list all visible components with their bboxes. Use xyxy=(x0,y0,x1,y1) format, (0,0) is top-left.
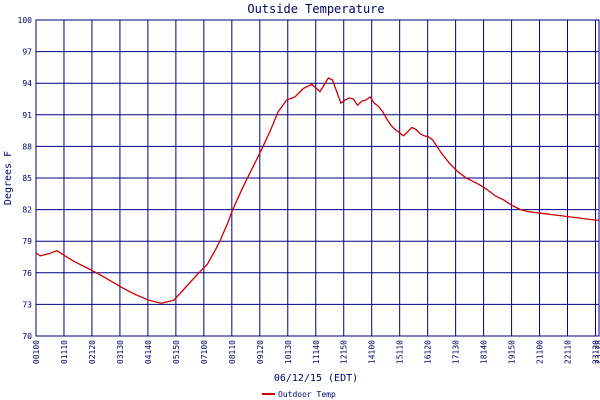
y-tick-label: 70 xyxy=(22,332,32,341)
y-tick-label: 100 xyxy=(18,16,33,25)
x-tick-label: 17130 xyxy=(452,340,461,364)
x-tick-label: 10130 xyxy=(284,340,293,364)
x-tick-label: 23:28 xyxy=(594,340,600,364)
chart-title: Outside Temperature xyxy=(247,2,384,16)
x-tick-label: 19150 xyxy=(508,340,517,364)
x-axis-label: 06/12/15 (EDT) xyxy=(274,373,358,384)
y-tick-label: 97 xyxy=(22,48,32,57)
x-tick-label: 21100 xyxy=(536,340,545,364)
plot-border xyxy=(35,19,600,337)
legend: Outdoor Temp xyxy=(262,390,336,399)
y-tick-label: 91 xyxy=(22,111,32,120)
x-tick-label: 11140 xyxy=(312,340,321,364)
x-tick-label: 05150 xyxy=(172,340,181,364)
x-tick-label: 03130 xyxy=(116,340,125,364)
x-tick-label: 12150 xyxy=(340,340,349,364)
x-tick-label: 07100 xyxy=(200,340,209,364)
y-tick-label: 88 xyxy=(22,142,32,151)
series-layer xyxy=(35,77,599,304)
legend-label: Outdoor Temp xyxy=(278,390,336,399)
y-tick-label: 79 xyxy=(22,237,32,246)
x-tick-label: 02120 xyxy=(88,340,97,364)
y-tick-label: 85 xyxy=(22,174,32,183)
grid-lines xyxy=(36,20,599,336)
x-tick-label: 01110 xyxy=(60,340,69,364)
x-tick-label: 16120 xyxy=(424,340,433,364)
x-tick-label: 23120 xyxy=(592,340,600,364)
x-tick-label: 00100 xyxy=(32,340,41,364)
y-tick-label: 73 xyxy=(22,300,32,309)
series-line-outdoor-temp xyxy=(35,77,599,304)
x-tick-label: 14100 xyxy=(368,340,377,364)
y-tick-label: 94 xyxy=(22,79,32,88)
x-tick-label: 04140 xyxy=(144,340,153,364)
x-tick-label: 18140 xyxy=(480,340,489,364)
y-tick-label: 76 xyxy=(22,269,32,278)
x-tick-label: 22110 xyxy=(564,340,573,364)
y-tick-label: 82 xyxy=(22,206,32,215)
x-tick-labels: 00100 01110 02120 03130 04140 05150 07100 08110… xyxy=(32,340,600,364)
y-tick-labels: 70 73 76 79 82 85 88 91 94 97 100 xyxy=(18,16,33,341)
y-axis-label: Degrees F xyxy=(3,151,14,205)
x-tick-label: 08110 xyxy=(228,340,237,364)
x-tick-label: 15110 xyxy=(396,340,405,364)
x-tick-label: 09120 xyxy=(256,340,265,364)
